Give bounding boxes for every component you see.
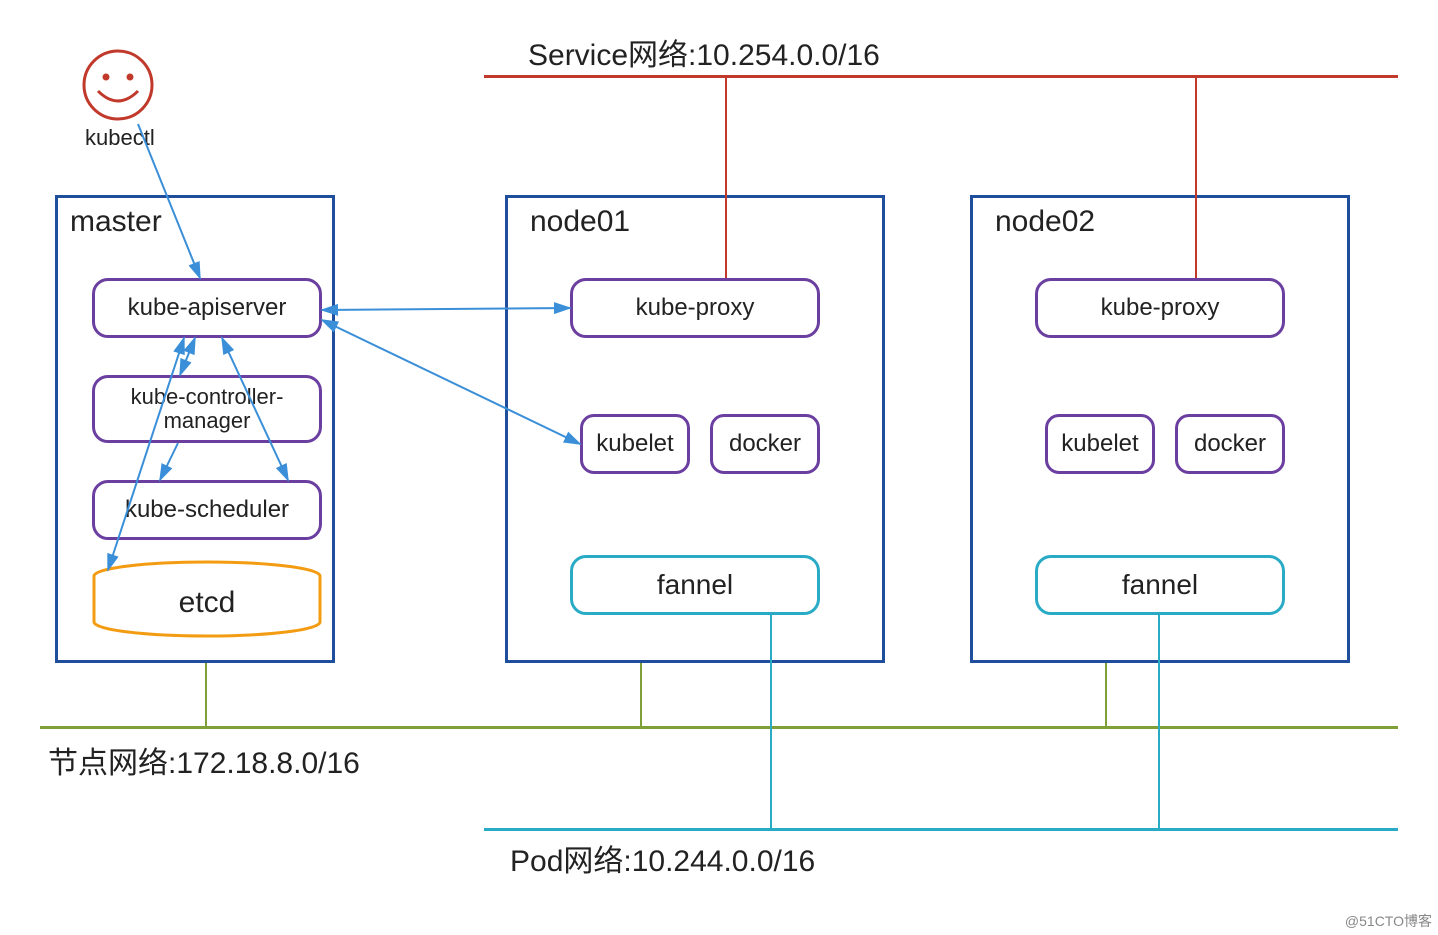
kube-controller-manager-label: kube-controller-manager <box>131 385 284 433</box>
node02-fannel: fannel <box>1035 555 1285 615</box>
node01-fannel-to-podnet <box>770 615 772 828</box>
node01-kubelet: kubelet <box>580 414 690 474</box>
node01-docker-label: docker <box>729 430 801 458</box>
node02-kubelet-label: kubelet <box>1061 430 1138 458</box>
service-network-label: Service网络:10.254.0.0/16 <box>528 30 880 74</box>
kube-scheduler: kube-scheduler <box>92 480 322 540</box>
node02-fannel-label: fannel <box>1122 569 1198 601</box>
node02-kube-proxy: kube-proxy <box>1035 278 1285 338</box>
kube-apiserver: kube-apiserver <box>92 278 322 338</box>
node01-fannel: fannel <box>570 555 820 615</box>
pod-network-label: Pod网络:10.244.0.0/16 <box>510 836 815 880</box>
pod-network-line <box>484 828 1398 831</box>
node01-fannel-label: fannel <box>657 569 733 601</box>
node02-fannel-to-podnet <box>1158 615 1160 828</box>
node01-title: node01 <box>530 205 630 239</box>
node02-docker: docker <box>1175 414 1285 474</box>
node02-docker-label: docker <box>1194 430 1266 458</box>
node02-to-nodenet <box>1105 663 1107 726</box>
master-to-nodenet <box>205 663 207 726</box>
master-title: master <box>70 205 162 239</box>
node01-docker: docker <box>710 414 820 474</box>
etcd-cylinder: etcd <box>92 560 322 645</box>
service-to-node02-proxy <box>1195 75 1197 278</box>
service-to-node01-proxy <box>725 75 727 278</box>
node01-kube-proxy-label: kube-proxy <box>636 294 755 322</box>
node02-title: node02 <box>995 205 1095 239</box>
kubectl-label: kubectl <box>85 125 155 151</box>
kubectl-icon <box>78 45 158 130</box>
kube-scheduler-label: kube-scheduler <box>125 496 289 524</box>
watermark: @51CTO博客 <box>1345 911 1432 931</box>
service-network-line <box>484 75 1398 78</box>
node01-to-nodenet <box>640 663 642 726</box>
node02-kube-proxy-label: kube-proxy <box>1101 294 1220 322</box>
etcd-label: etcd <box>179 586 236 619</box>
node-network-label: 节点网络:172.18.8.0/16 <box>48 738 360 782</box>
kube-apiserver-label: kube-apiserver <box>128 294 287 322</box>
node02-kubelet: kubelet <box>1045 414 1155 474</box>
kube-controller-manager: kube-controller-manager <box>92 375 322 443</box>
node01-kubelet-label: kubelet <box>596 430 673 458</box>
node-network-line <box>40 726 1398 729</box>
node01-kube-proxy: kube-proxy <box>570 278 820 338</box>
